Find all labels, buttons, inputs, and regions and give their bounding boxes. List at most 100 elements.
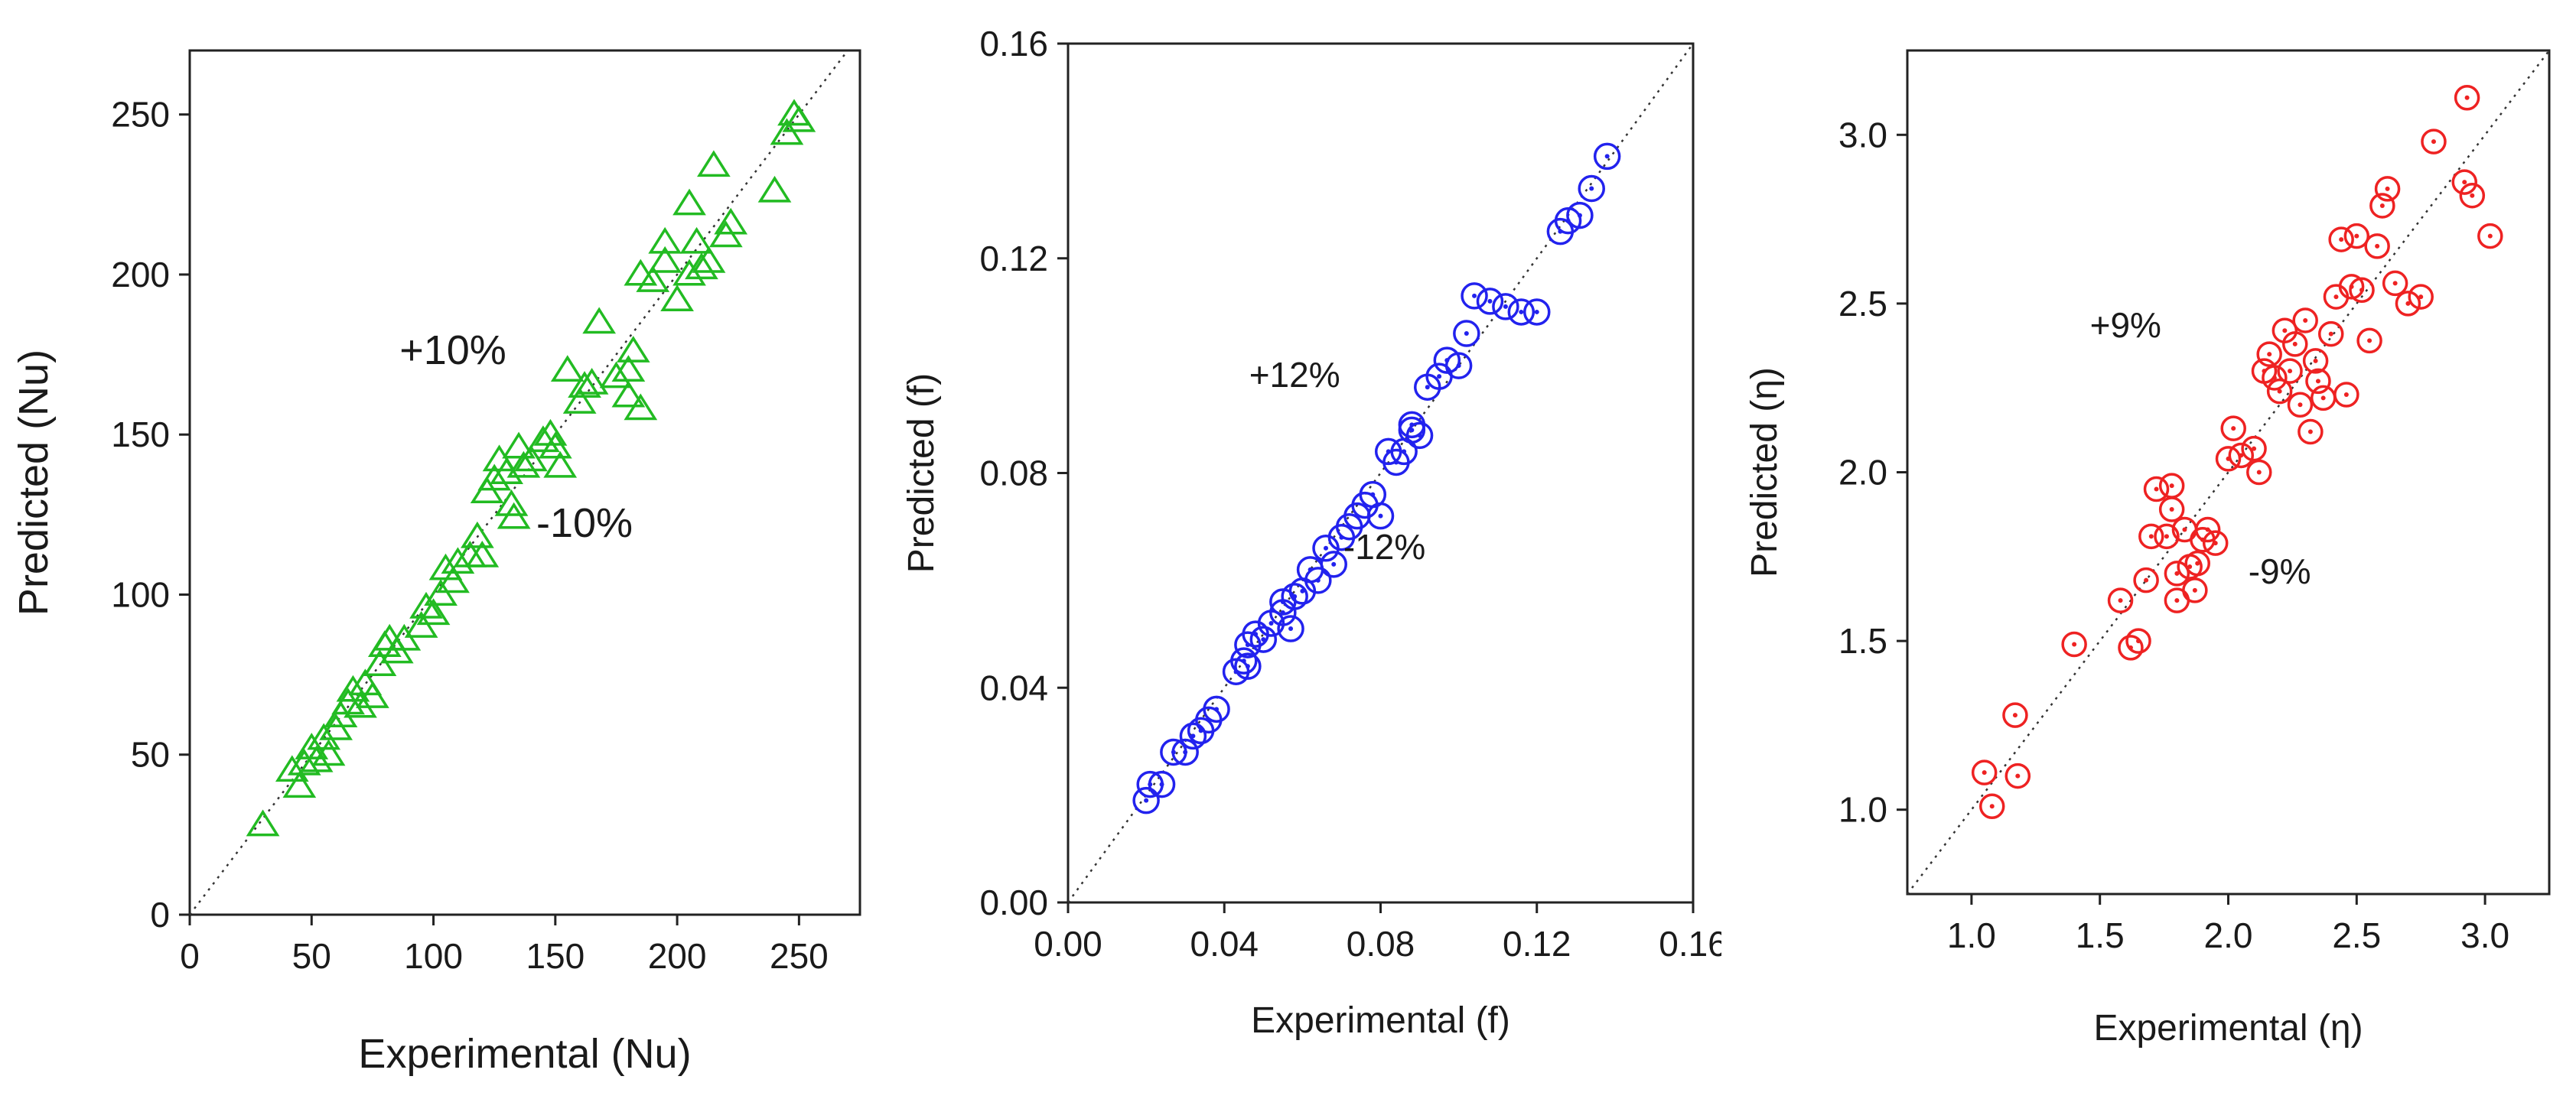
chart-panel-f: 0.00 0.04 0.08 0.12 0.16 0.00 0.04 0.08 0.12 0.16…: [880, 0, 1721, 1099]
y-tick-label: 0.04: [979, 668, 1048, 707]
marker-dot: [2072, 642, 2077, 647]
data-point: [275, 755, 309, 782]
data-point: [2158, 473, 2185, 499]
y-tick-label: 0.00: [979, 883, 1048, 922]
marker-ring: [1453, 320, 1480, 347]
data-point: [708, 220, 743, 248]
marker-ring: [1179, 722, 1207, 750]
marker-dot: [2267, 352, 2272, 357]
marker-ring: [2317, 320, 2344, 347]
data-point: [2262, 365, 2288, 391]
data-point: [336, 675, 370, 702]
data-point: [1230, 647, 1258, 675]
data-point: [1203, 695, 1230, 723]
marker-dot: [1315, 577, 1321, 583]
marker-dot: [2174, 598, 2180, 603]
error-band-annotation: +10%: [399, 327, 506, 373]
marker-ring: [2451, 169, 2478, 195]
marker-dot: [2256, 470, 2262, 475]
data-point: [1453, 320, 1480, 347]
marker-ring: [2328, 226, 2354, 252]
marker-ring: [2184, 550, 2210, 577]
marker-dot: [2174, 571, 2180, 576]
marker-ring: [2292, 307, 2318, 333]
data-point: [611, 380, 646, 408]
marker-dot: [2462, 180, 2467, 185]
marker-dot: [1472, 293, 1477, 298]
data-point: [582, 307, 617, 334]
marker-dot: [1604, 154, 1610, 159]
data-point: [246, 809, 280, 837]
x-tick-label: 0.04: [1190, 924, 1259, 964]
marker-dot: [1378, 513, 1383, 519]
data-point: [465, 540, 500, 567]
data-point: [1507, 298, 1536, 326]
data-point: [1366, 502, 1395, 530]
y-tick-label: 1.0: [1838, 790, 1887, 830]
data-point: [441, 547, 475, 574]
data-point: [2287, 392, 2314, 418]
data-point: [526, 425, 560, 453]
data-point: [477, 463, 512, 491]
marker-ring: [2302, 348, 2329, 374]
data-point: [2125, 628, 2151, 654]
data-point: [757, 175, 792, 203]
data-point: [2408, 284, 2434, 310]
marker-dot: [2015, 773, 2021, 779]
data-point: [299, 745, 334, 772]
error-band-annotation: -10%: [536, 500, 633, 546]
marker-ring: [2477, 223, 2503, 249]
data-point: [2246, 459, 2272, 486]
data-point: [409, 591, 443, 619]
y-tick-label: 200: [111, 255, 170, 294]
data-point: [1320, 551, 1347, 578]
chart-f: 0.00 0.04 0.08 0.12 0.16 0.00 0.04 0.08 0.12 0.16…: [901, 24, 1721, 1041]
marker-dot: [2385, 186, 2390, 191]
data-point: [287, 749, 321, 775]
data-point: [599, 361, 633, 389]
data-point: [2382, 270, 2408, 297]
data-point: [648, 226, 682, 254]
marker-dot: [1425, 385, 1430, 390]
x-tick-label: 0.12: [1503, 924, 1571, 964]
data-point: [550, 355, 585, 382]
marker-ring: [1171, 738, 1199, 766]
data-point: [672, 258, 706, 286]
marker-dot: [2292, 341, 2298, 346]
marker-ring: [1476, 288, 1504, 315]
data-point: [2477, 223, 2503, 249]
data-point: [282, 771, 317, 798]
data-point: [1148, 770, 1176, 798]
marker-ring: [2002, 702, 2028, 728]
marker-dot: [1280, 599, 1285, 604]
marker-dot: [1589, 186, 1594, 191]
marker-ring: [2349, 277, 2375, 304]
data-point: [319, 713, 353, 740]
data-point: [2317, 320, 2344, 347]
marker-ring: [2061, 631, 2087, 658]
x-tick-label: 0: [180, 936, 200, 976]
marker-dot: [2192, 587, 2197, 593]
reference-line: [1907, 50, 2550, 895]
x-tick-label: 1.0: [1947, 915, 1996, 955]
data-point: [2282, 331, 2308, 357]
marker-ring: [2277, 358, 2303, 384]
data-point: [1179, 722, 1207, 750]
marker-dot: [1159, 782, 1164, 787]
data-point: [1593, 142, 1621, 171]
y-tick-label: 0: [150, 895, 170, 935]
data-point: [2133, 567, 2159, 593]
data-point: [461, 521, 494, 548]
data-point: [2241, 435, 2267, 462]
marker-dot: [2012, 713, 2017, 718]
x-tick-label: 2.5: [2332, 915, 2381, 955]
y-tick-label: 1.5: [1838, 621, 1887, 661]
marker-ring: [1507, 298, 1536, 326]
marker-ring: [2282, 331, 2308, 357]
error-band-annotation: +9%: [2090, 305, 2161, 345]
data-point: [624, 258, 658, 286]
x-axis-label: Experimental (f): [1251, 1000, 1510, 1041]
marker-dot: [1214, 707, 1220, 712]
marker-dot: [2205, 527, 2210, 532]
data-point: [470, 476, 504, 504]
